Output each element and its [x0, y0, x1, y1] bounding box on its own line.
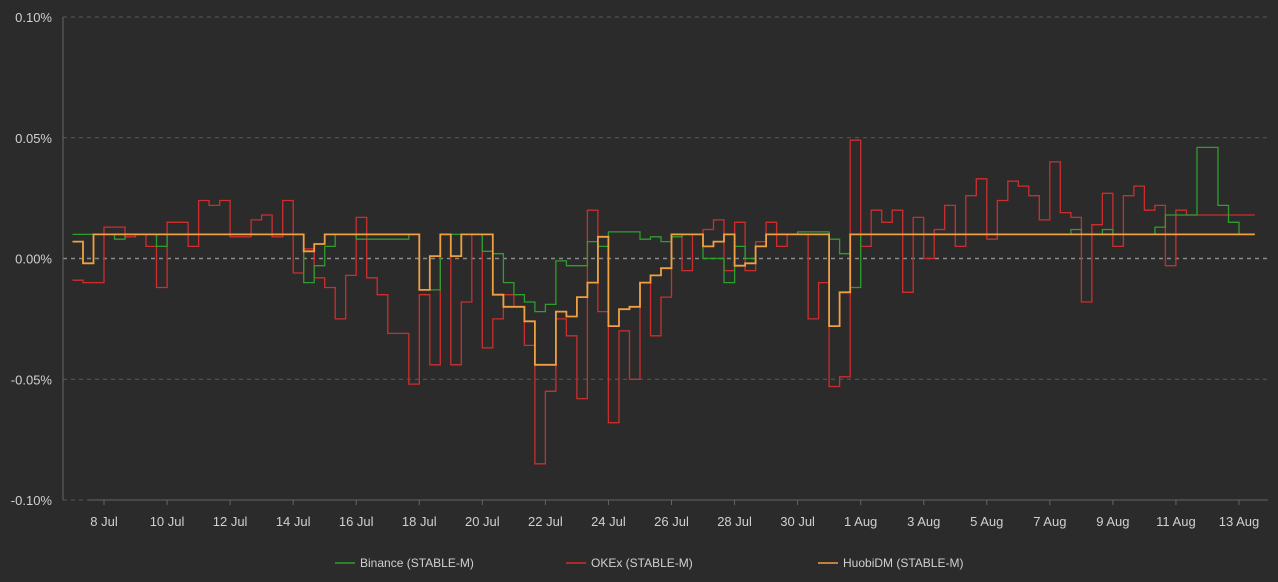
legend-item-okex[interactable]: OKEx (STABLE-M) — [566, 556, 693, 570]
x-tick-label: 20 Jul — [465, 514, 500, 529]
legend-item-binance[interactable]: Binance (STABLE-M) — [335, 556, 474, 570]
y-axis: 0.10% 0.05% 0.00% -0.05% -0.10% — [11, 10, 64, 508]
series-layer — [72, 139, 1255, 465]
x-tick-label: 9 Aug — [1096, 514, 1129, 529]
grid-layer — [63, 16, 1268, 501]
x-tick-label: 30 Jul — [780, 514, 815, 529]
series-line-huobidm — [72, 233, 1255, 366]
x-tick-label: 28 Jul — [717, 514, 752, 529]
x-tick-label: 18 Jul — [402, 514, 437, 529]
x-tick-label: 7 Aug — [1033, 514, 1066, 529]
x-tick-label: 10 Jul — [150, 514, 185, 529]
x-tick-label: 13 Aug — [1219, 514, 1260, 529]
legend-label: HuobiDM (STABLE-M) — [843, 556, 963, 570]
x-axis: 8 Jul 10 Jul 12 Jul 14 Jul 16 Jul 18 Jul 20 Ju… — [88, 499, 1268, 529]
y-tick-label: 0.00% — [15, 252, 52, 267]
x-tick-label: 26 Jul — [654, 514, 689, 529]
legend-label: OKEx (STABLE-M) — [591, 556, 693, 570]
x-tick-label: 5 Aug — [970, 514, 1003, 529]
x-tick-label: 24 Jul — [591, 514, 626, 529]
y-tick-label: 0.10% — [15, 10, 52, 25]
x-tick-label: 1 Aug — [844, 514, 877, 529]
x-tick-label: 3 Aug — [907, 514, 940, 529]
series-line-okex — [72, 139, 1255, 465]
y-tick-label: -0.10% — [11, 493, 53, 508]
x-tick-label: 12 Jul — [213, 514, 248, 529]
x-tick-label: 22 Jul — [528, 514, 563, 529]
legend[interactable]: Binance (STABLE-M) OKEx (STABLE-M) HuobiDM… — [335, 556, 963, 570]
series-line-binance — [72, 146, 1255, 313]
y-tick-label: 0.05% — [15, 131, 52, 146]
legend-label: Binance (STABLE-M) — [360, 556, 474, 570]
x-tick-label: 8 Jul — [90, 514, 118, 529]
y-tick-label: -0.05% — [11, 372, 53, 387]
x-tick-label: 11 Aug — [1156, 514, 1196, 529]
x-tick-label: 16 Jul — [339, 514, 374, 529]
x-tick-label: 14 Jul — [276, 514, 311, 529]
legend-item-huobidm[interactable]: HuobiDM (STABLE-M) — [818, 556, 963, 570]
